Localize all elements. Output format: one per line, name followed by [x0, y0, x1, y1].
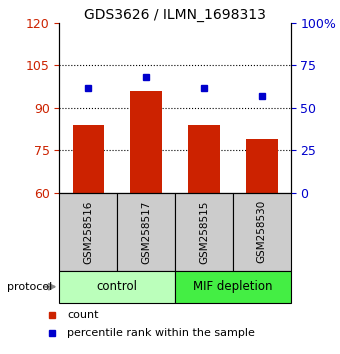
Bar	[130, 91, 162, 193]
Text: GSM258516: GSM258516	[83, 200, 94, 264]
Bar	[246, 139, 278, 193]
Text: GSM258515: GSM258515	[199, 200, 209, 264]
Text: GSM258530: GSM258530	[257, 200, 267, 263]
Text: count: count	[67, 310, 99, 320]
Text: control: control	[97, 280, 138, 293]
Text: MIF depletion: MIF depletion	[193, 280, 273, 293]
Bar	[59, 271, 175, 303]
Bar	[59, 193, 117, 271]
Bar	[175, 271, 291, 303]
Bar	[72, 125, 104, 193]
Text: protocol: protocol	[7, 282, 52, 292]
Bar	[117, 193, 175, 271]
Bar	[188, 125, 220, 193]
Text: GSM258517: GSM258517	[141, 200, 151, 264]
Bar	[175, 193, 233, 271]
Bar	[233, 193, 291, 271]
Title: GDS3626 / ILMN_1698313: GDS3626 / ILMN_1698313	[84, 8, 266, 22]
Text: percentile rank within the sample: percentile rank within the sample	[67, 328, 255, 338]
